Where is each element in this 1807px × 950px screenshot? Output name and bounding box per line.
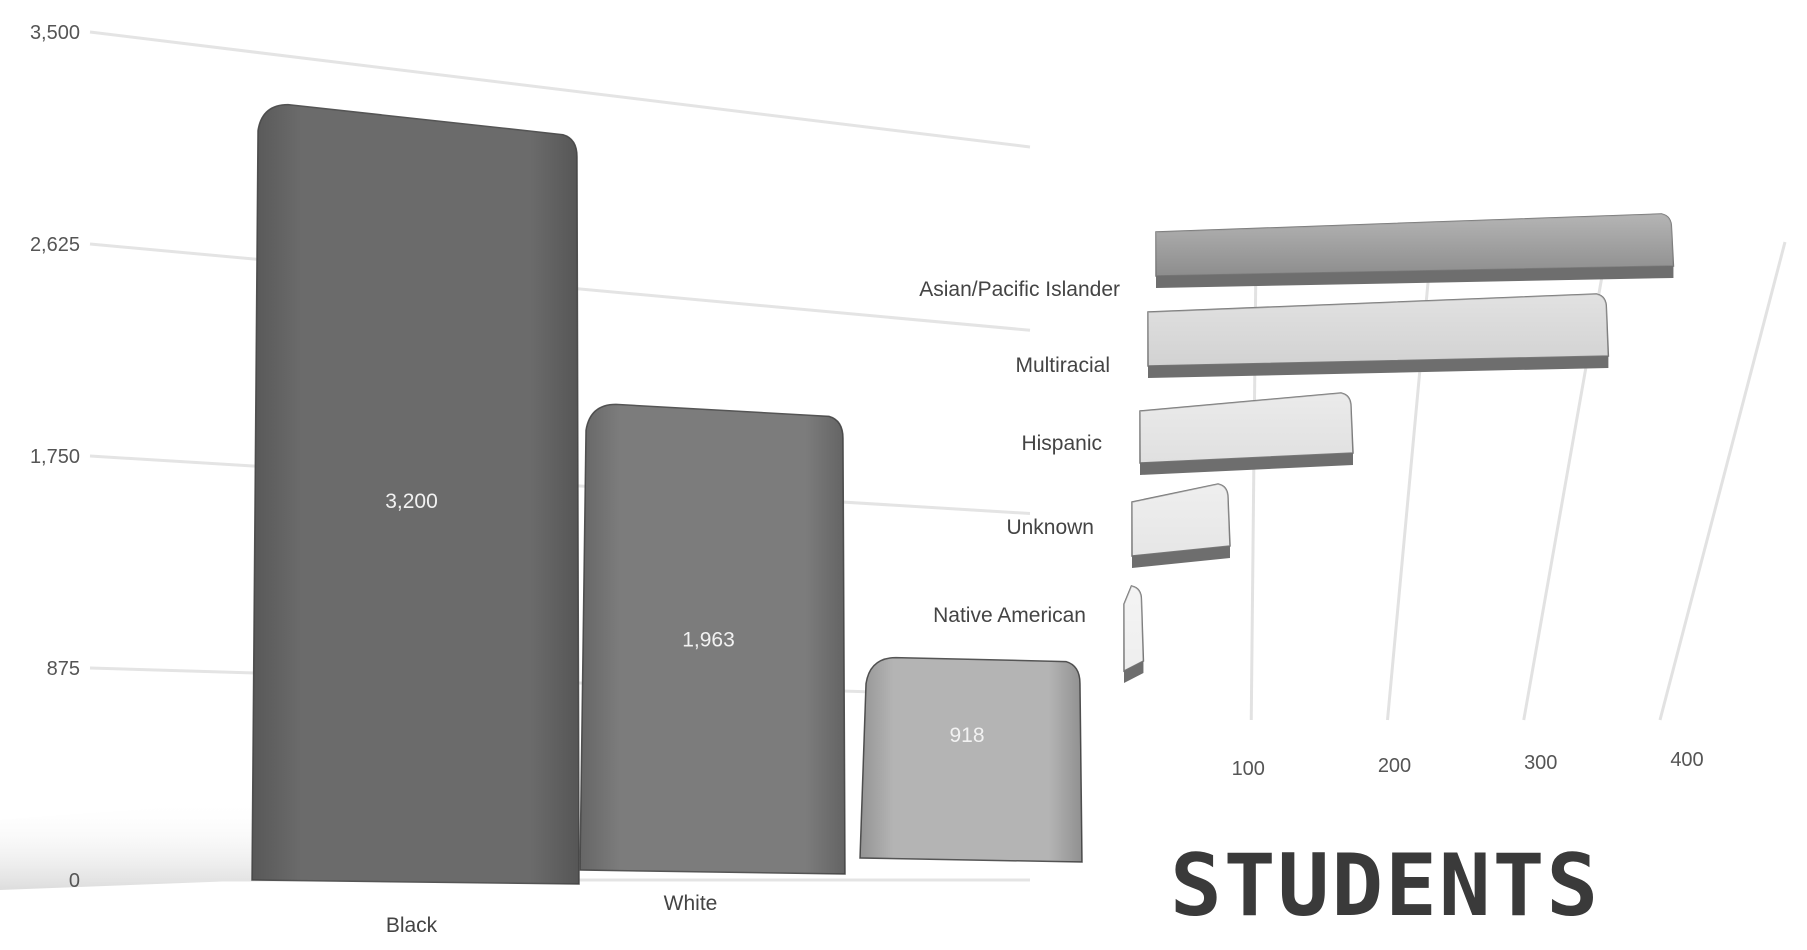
hbar-edge-3 bbox=[1132, 546, 1230, 568]
y-category-label-multiracial: Multiracial bbox=[1015, 354, 1110, 377]
hbar-highlight-3 bbox=[1132, 484, 1230, 556]
y-tick-label-3-500: 3,500 bbox=[30, 22, 80, 44]
x-category-label-black: Black bbox=[386, 914, 438, 937]
y-category-label-hispanic: Hispanic bbox=[1021, 432, 1102, 455]
x-tick-label-100: 100 bbox=[1232, 758, 1265, 780]
vertical-chart-bars bbox=[251, 103, 1083, 885]
hbar-highlight-2 bbox=[1140, 393, 1353, 463]
hbar-highlight-0 bbox=[1156, 214, 1674, 276]
x-tick-label-200: 200 bbox=[1378, 755, 1411, 777]
x-tick-label-400: 400 bbox=[1670, 749, 1703, 771]
bar-value-label-2: 918 bbox=[949, 724, 984, 747]
bar-shading-1 bbox=[580, 404, 845, 874]
horizontal-chart-bars bbox=[1123, 213, 1675, 683]
y-tick-label-1-750: 1,750 bbox=[30, 446, 80, 468]
bar-value-label-0: 3,200 bbox=[385, 490, 438, 513]
x-category-label-white: White bbox=[664, 892, 718, 915]
y-category-label-asian-pacific-islander: Asian/Pacific Islander bbox=[919, 278, 1120, 301]
vertical-chart-y-axis: 0 875 1,750 2,625 3,500 bbox=[30, 22, 80, 892]
hbar-highlight-4 bbox=[1124, 586, 1144, 671]
y-tick-label-0: 0 bbox=[69, 870, 80, 892]
hbar-edge-1 bbox=[1148, 356, 1609, 378]
y-gridline-3-500 bbox=[89, 30, 1031, 149]
floor-shadow bbox=[0, 800, 260, 890]
hbar-edge-2 bbox=[1140, 453, 1353, 475]
hbar-edge-4 bbox=[1124, 661, 1144, 683]
horizontal-chart-category-labels: Asian/Pacific Islander Multiracial Hispani… bbox=[919, 278, 1120, 627]
y-category-label-native-american: Native American bbox=[933, 604, 1086, 627]
horizontal-chart-x-axis: 100 200 300 400 bbox=[1232, 749, 1704, 780]
x-tick-label-300: 300 bbox=[1524, 752, 1557, 774]
x-gridline-400 bbox=[1658, 241, 1787, 721]
bar-value-label-1: 1,963 bbox=[682, 629, 735, 652]
y-tick-label-2-625: 2,625 bbox=[30, 234, 80, 256]
chart-title: STUDENTS bbox=[1170, 836, 1600, 936]
vertical-chart-labels: 3,200 Black 1,963 White 918 bbox=[385, 490, 984, 937]
hbar-highlight-1 bbox=[1148, 294, 1609, 366]
y-tick-label-875: 875 bbox=[47, 658, 80, 680]
bar-shading-0 bbox=[252, 104, 579, 884]
x-gridline-100 bbox=[1249, 229, 1258, 721]
hbar-edge-0 bbox=[1156, 266, 1674, 288]
bar-shading-2 bbox=[860, 657, 1082, 862]
y-category-label-unknown: Unknown bbox=[1006, 516, 1094, 539]
